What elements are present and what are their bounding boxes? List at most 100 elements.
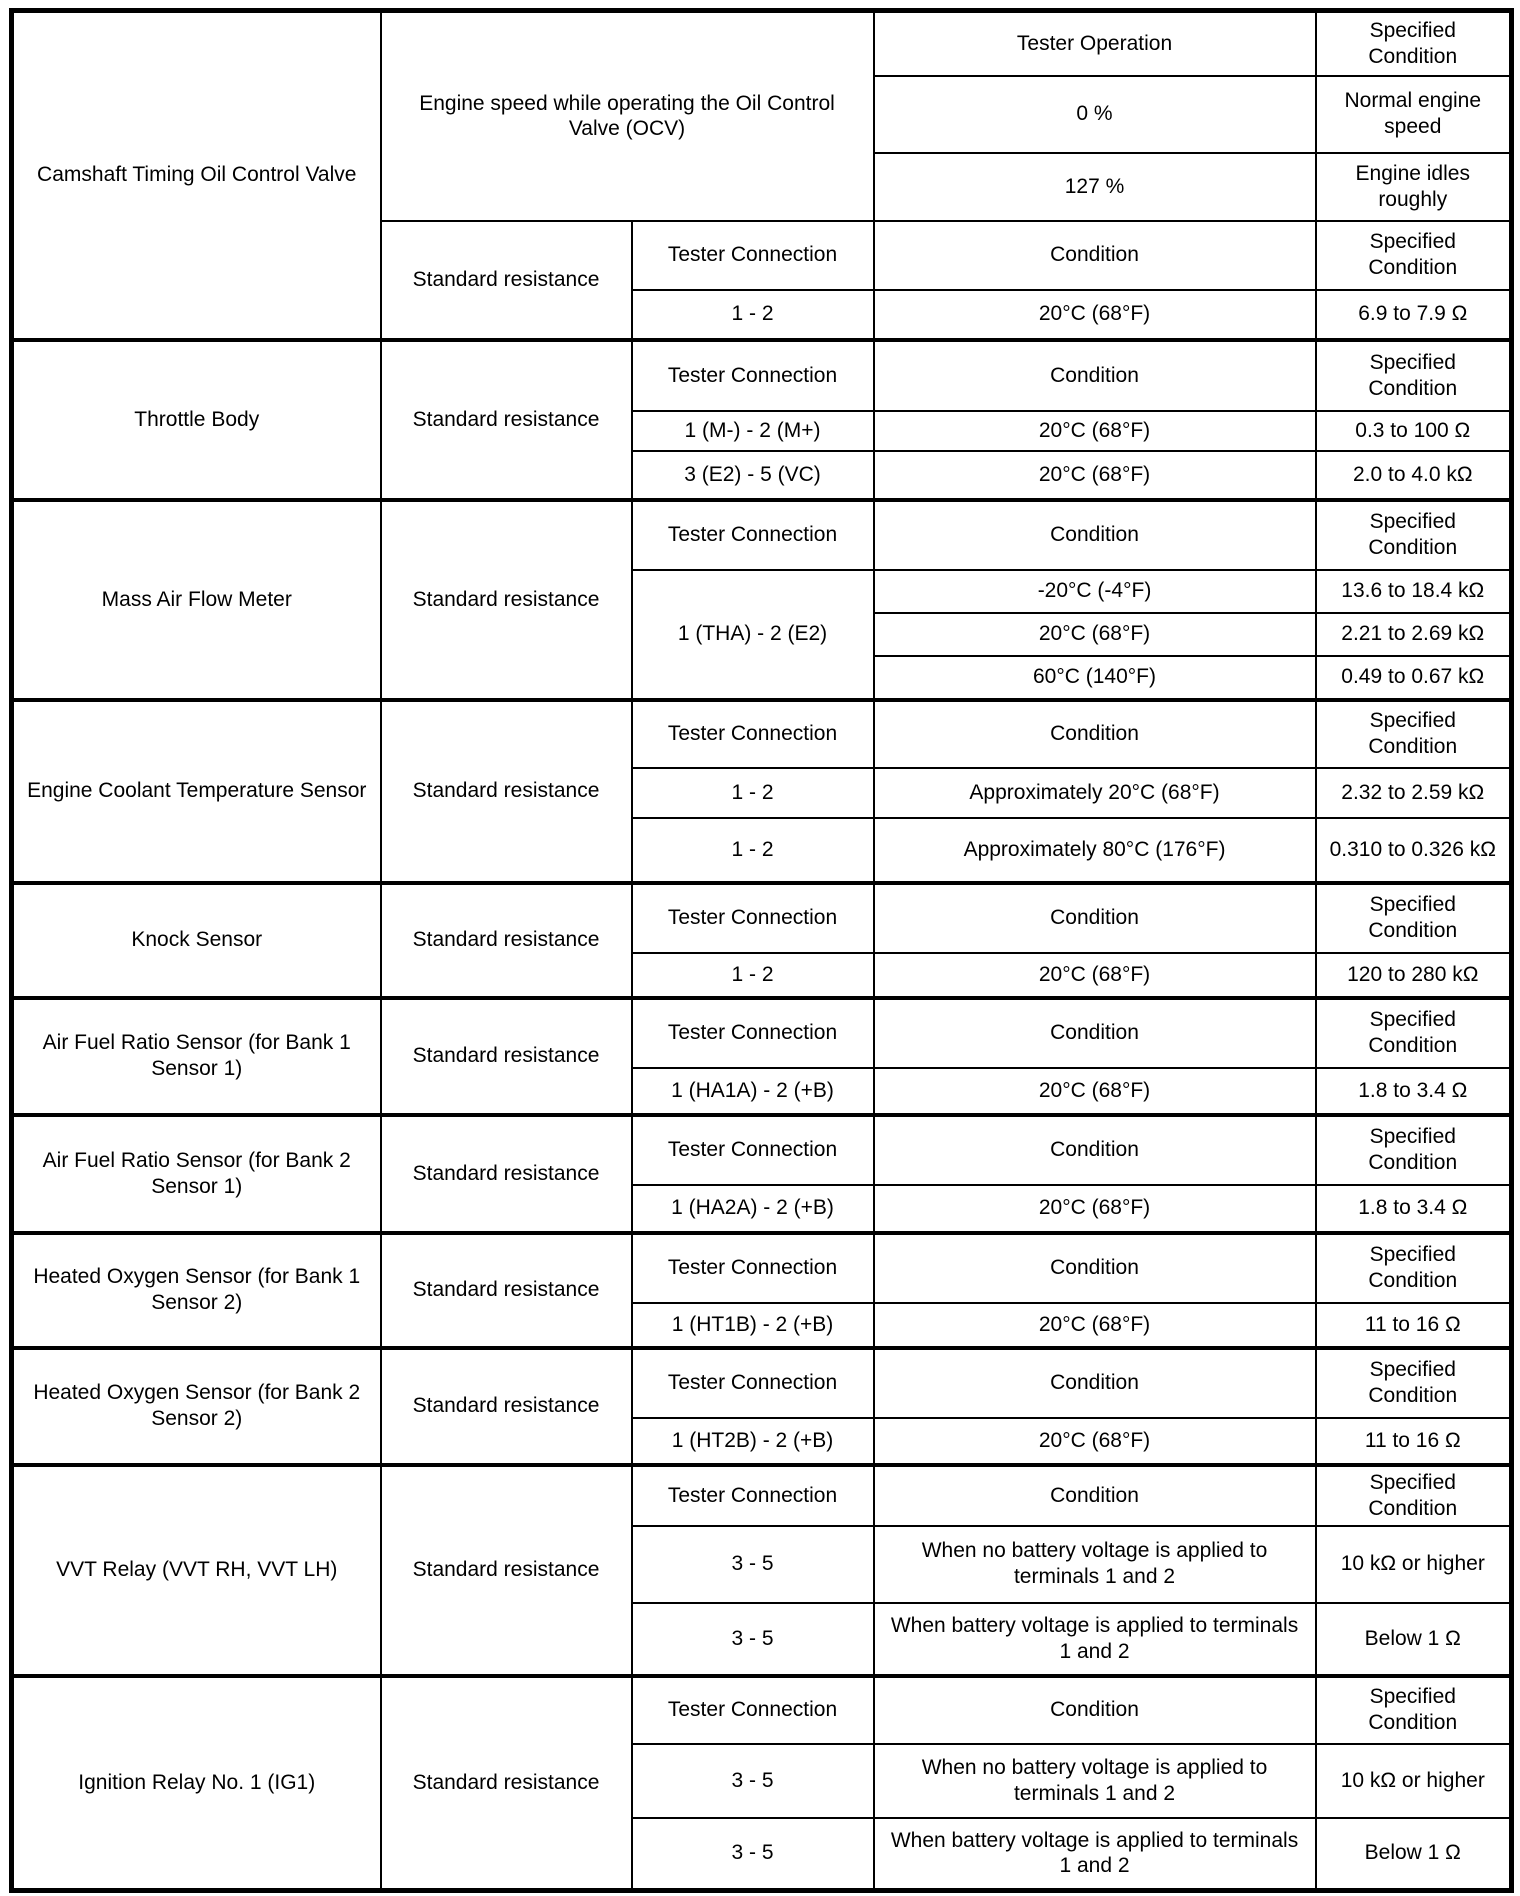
cell-condition: 20°C (68°F) xyxy=(872,1066,1317,1116)
cell-component: Air Fuel Ratio Sensor (for Bank 1 Sensor… xyxy=(10,995,382,1116)
cell-tester-connection: 1 (M-) - 2 (M+) xyxy=(630,409,875,452)
cell-condition-header: Condition xyxy=(872,1230,1317,1304)
cell-specified-condition-header: Specified Condition xyxy=(1314,219,1513,291)
cell-component: Mass Air Flow Meter xyxy=(10,497,382,701)
cell-condition: 20°C (68°F) xyxy=(872,1301,1317,1349)
table-row: Air Fuel Ratio Sensor (for Bank 1 Sensor… xyxy=(10,995,1513,1116)
cell-specified-condition: Engine idles roughly xyxy=(1314,151,1513,222)
table-row: 1 (HT1B) - 2 (+B) 20°C (68°F) 11 to 16 Ω xyxy=(12,1301,1513,1349)
cell-standard-resistance: Standard resistance xyxy=(379,1112,633,1234)
cell-condition-header: Condition xyxy=(872,995,1317,1069)
cell-condition: -20°C (-4°F) xyxy=(872,568,1317,614)
table-row: Heated Oxygen Sensor (for Bank 1 Sensor … xyxy=(10,1230,1513,1349)
cell-specified-condition: 0.49 to 0.67 kΩ xyxy=(1314,654,1513,701)
cell-component: Camshaft Timing Oil Control Valve xyxy=(10,9,382,341)
cell-tester-connection-header: Tester Connection xyxy=(630,219,875,291)
cell-specified-condition: 2.21 to 2.69 kΩ xyxy=(1314,611,1513,657)
cell-tester-connection: 1 (HA1A) - 2 (+B) xyxy=(630,1066,875,1116)
cell-specified-condition-header: Specified Condition xyxy=(1314,697,1513,769)
cell-tester-connection: 3 - 5 xyxy=(630,1816,875,1892)
table-row: VVT Relay (VVT RH, VVT LH) Standard resi… xyxy=(10,1462,1513,1677)
cell-component: Throttle Body xyxy=(10,337,382,501)
cell-tester-connection: 1 - 2 xyxy=(630,951,875,999)
cell-tester-connection: 1 (HA2A) - 2 (+B) xyxy=(630,1183,875,1234)
cell-standard-resistance: Standard resistance xyxy=(379,697,633,884)
cell-component: Engine Coolant Temperature Sensor xyxy=(10,697,382,884)
table-row: 127 % Engine idles roughly xyxy=(12,151,1513,222)
cell-tester-connection-header: Tester Connection xyxy=(630,995,875,1069)
cell-condition: When battery voltage is applied to termi… xyxy=(872,1601,1317,1677)
cell-specified-condition: Below 1 Ω xyxy=(1314,1601,1513,1677)
cell-specified-condition-header: Specified Condition xyxy=(1314,1112,1513,1186)
cell-condition: 60°C (140°F) xyxy=(872,654,1317,701)
table-row: Ignition Relay No. 1 (IG1) Standard resi… xyxy=(10,1673,1513,1892)
cell-specified-condition: 120 to 280 kΩ xyxy=(1314,951,1513,999)
cell-tester-connection: 3 (E2) - 5 (VC) xyxy=(630,449,875,501)
table-row: 0 % Normal engine speed xyxy=(12,74,1513,154)
cell-tester-connection-header: Tester Connection xyxy=(630,1230,875,1304)
cell-ocv-label: Engine speed while operating the Oil Con… xyxy=(379,9,875,222)
cell-tester-connection: 3 - 5 xyxy=(630,1742,875,1819)
cell-standard-resistance: Standard resistance xyxy=(379,1230,633,1349)
cell-condition-header: Condition xyxy=(872,697,1317,769)
table-row: 1 (HA1A) - 2 (+B) 20°C (68°F) 1.8 to 3.4… xyxy=(12,1066,1513,1116)
cell-condition: 20°C (68°F) xyxy=(872,611,1317,657)
cell-specified-condition: 13.6 to 18.4 kΩ xyxy=(1314,568,1513,614)
cell-condition-header: Condition xyxy=(872,1673,1317,1745)
table-row: 1 - 2 20°C (68°F) 120 to 280 kΩ xyxy=(12,951,1513,999)
cell-condition-header: Condition xyxy=(872,497,1317,571)
cell-condition: 20°C (68°F) xyxy=(872,288,1317,341)
table-row: 3 - 5 When no battery voltage is applied… xyxy=(12,1742,1513,1819)
table-row: Camshaft Timing Oil Control Valve Engine… xyxy=(10,9,1513,341)
cell-condition: When no battery voltage is applied to te… xyxy=(872,1742,1317,1819)
cell-tester-connection-header: Tester Connection xyxy=(630,1673,875,1745)
cell-standard-resistance: Standard resistance xyxy=(379,1462,633,1677)
cell-tester-connection: 3 - 5 xyxy=(630,1524,875,1604)
cell-condition-header: Condition xyxy=(872,337,1317,412)
table-row: 3 - 5 When battery voltage is applied to… xyxy=(12,1601,1513,1677)
cell-component: Heated Oxygen Sensor (for Bank 2 Sensor … xyxy=(10,1345,382,1466)
resistance-spec-table: Camshaft Timing Oil Control Valve Engine… xyxy=(9,8,1515,1893)
cell-condition-header: Condition xyxy=(872,880,1317,954)
cell-condition-header: Condition xyxy=(872,1462,1317,1527)
cell-tester-connection: 1 - 2 xyxy=(630,816,875,884)
table-row: 1 - 2 20°C (68°F) 6.9 to 7.9 Ω xyxy=(12,288,1513,341)
cell-specified-condition: 11 to 16 Ω xyxy=(1314,1301,1513,1349)
cell-condition: 20°C (68°F) xyxy=(872,951,1317,999)
cell-tester-connection-header: Tester Connection xyxy=(630,1462,875,1527)
cell-specified-condition: 1.8 to 3.4 Ω xyxy=(1314,1183,1513,1234)
cell-specified-condition: 0.3 to 100 Ω xyxy=(1314,409,1513,452)
cell-standard-resistance: Standard resistance xyxy=(379,1673,633,1892)
cell-specified-condition-header: Specified Condition xyxy=(1314,497,1513,571)
cell-standard-resistance: Standard resistance xyxy=(379,995,633,1116)
cell-standard-resistance: Standard resistance xyxy=(379,219,633,341)
cell-specified-condition-header: Specified Condition xyxy=(1314,9,1513,77)
table-row: 1 (HT2B) - 2 (+B) 20°C (68°F) 11 to 16 Ω xyxy=(12,1416,1513,1466)
cell-tester-connection-header: Tester Connection xyxy=(630,337,875,412)
cell-component: Ignition Relay No. 1 (IG1) xyxy=(10,1673,382,1892)
cell-component: Heated Oxygen Sensor (for Bank 1 Sensor … xyxy=(10,1230,382,1349)
cell-tester-connection: 1 (HT1B) - 2 (+B) xyxy=(630,1301,875,1349)
cell-component: Knock Sensor xyxy=(10,880,382,999)
table-row: Throttle Body Standard resistance Tester… xyxy=(10,337,1513,501)
cell-specified-condition: 10 kΩ or higher xyxy=(1314,1742,1513,1819)
table-row: Engine Coolant Temperature Sensor Standa… xyxy=(10,697,1513,884)
cell-tester-connection-header: Tester Connection xyxy=(630,697,875,769)
cell-tester-operation-header: Tester Operation xyxy=(872,9,1317,77)
table-row: Air Fuel Ratio Sensor (for Bank 2 Sensor… xyxy=(10,1112,1513,1234)
cell-tester-connection: 1 (HT2B) - 2 (+B) xyxy=(630,1416,875,1466)
cell-specified-condition: 0.310 to 0.326 kΩ xyxy=(1314,816,1513,884)
cell-tester-connection-header: Tester Connection xyxy=(630,1345,875,1419)
table-row: 3 (E2) - 5 (VC) 20°C (68°F) 2.0 to 4.0 k… xyxy=(12,449,1513,501)
cell-standard-resistance: Standard resistance xyxy=(379,880,633,999)
cell-specified-condition-header: Specified Condition xyxy=(1314,995,1513,1069)
table-row: Standard resistance Tester Connection Co… xyxy=(12,219,1513,341)
cell-condition: 20°C (68°F) xyxy=(872,449,1317,501)
cell-specified-condition: 11 to 16 Ω xyxy=(1314,1416,1513,1466)
cell-specified-condition-header: Specified Condition xyxy=(1314,1230,1513,1304)
cell-specified-condition: Below 1 Ω xyxy=(1314,1816,1513,1892)
cell-component: VVT Relay (VVT RH, VVT LH) xyxy=(10,1462,382,1677)
cell-specified-condition: 10 kΩ or higher xyxy=(1314,1524,1513,1604)
table-row: Mass Air Flow Meter Standard resistance … xyxy=(10,497,1513,701)
cell-specified-condition: 2.0 to 4.0 kΩ xyxy=(1314,449,1513,501)
